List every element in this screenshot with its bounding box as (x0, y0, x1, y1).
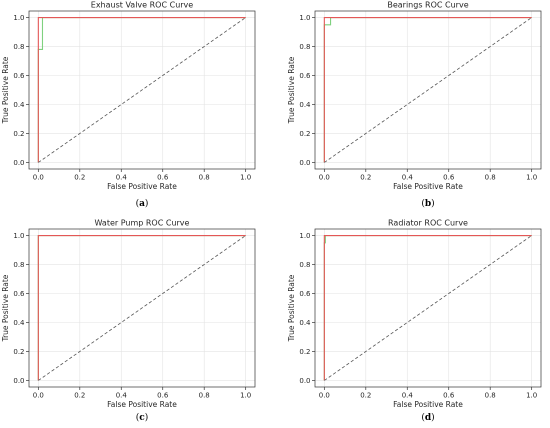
roc-series-line-1 (323, 16, 532, 163)
axes-frame (314, 10, 542, 170)
x-tick-label: 1.0 (240, 174, 251, 182)
y-tick-label: 0.6 (13, 72, 25, 80)
chart-panel-c: 0.0 0.2 0.4 0.6 0.8 1.0 0.0 0.2 0.4 0.6 0.8 1.0 Wate… (1, 219, 256, 423)
y-tick-label: 0.2 (299, 130, 310, 138)
chart-title: Bearings ROC Curve (387, 1, 468, 10)
chart-panel-a: 0.0 0.2 0.4 0.6 0.8 1.0 0.0 0.2 0.4 0.6 0.8 1.0 Exha… (1, 1, 256, 209)
x-tick-label: 0.2 (74, 174, 85, 182)
x-tick-label: 0.6 (443, 392, 455, 400)
chart-title: Exhaust Valve ROC Curve (91, 1, 194, 10)
x-tick-label: 0.0 (33, 392, 44, 400)
x-tick-label: 1.0 (240, 392, 251, 400)
y-tick-label: 0.4 (299, 319, 311, 327)
y-tick-label: 1.0 (299, 14, 310, 22)
y-tick-label: 0.4 (13, 101, 25, 109)
y-tick-label: 1.0 (299, 232, 310, 240)
y-tick-label: 0.6 (299, 290, 311, 298)
chart-title: Water Pump ROC Curve (95, 219, 190, 228)
y-axis-label: True Positive Rate (287, 274, 296, 342)
chart-title: Radiator ROC Curve (388, 219, 468, 228)
y-tick-label: 0.8 (13, 43, 24, 51)
roc-series-line-1 (37, 234, 246, 381)
x-tick-label: 0.8 (485, 392, 496, 400)
y-tick-label: 0.0 (299, 377, 310, 385)
roc-series-line-1 (323, 234, 532, 381)
panel-caption: (b) (421, 198, 434, 209)
y-tick-label: 0.0 (13, 159, 24, 167)
y-tick-label: 0.8 (13, 261, 24, 269)
x-tick-label: 0.0 (319, 392, 330, 400)
y-tick-label: 0.2 (299, 348, 310, 356)
y-tick-label: 0.8 (299, 261, 310, 269)
x-tick-label: 0.4 (402, 174, 414, 182)
x-tick-label: 0.8 (199, 392, 210, 400)
y-tick-label: 0.2 (13, 348, 24, 356)
x-tick-label: 1.0 (526, 392, 537, 400)
x-tick-label: 0.2 (360, 174, 371, 182)
x-axis-label: False Positive Rate (393, 182, 463, 191)
x-tick-label: 0.6 (157, 392, 169, 400)
y-tick-label: 0.6 (299, 72, 311, 80)
axes-frame (28, 228, 256, 388)
panel-caption: (c) (136, 412, 149, 423)
y-tick-label: 0.8 (299, 43, 310, 51)
x-tick-label: 0.4 (116, 392, 128, 400)
chance-diagonal-line (324, 17, 532, 163)
chance-diagonal-line (324, 235, 532, 381)
x-tick-label: 0.0 (319, 174, 330, 182)
y-tick-label: 1.0 (13, 14, 24, 22)
x-tick-label: 0.2 (74, 392, 85, 400)
x-axis-label: False Positive Rate (393, 400, 463, 409)
y-tick-label: 0.0 (13, 377, 24, 385)
chart-panel-d: 0.0 0.2 0.4 0.6 0.8 1.0 0.0 0.2 0.4 0.6 0.8 1.0 Radi… (287, 219, 542, 423)
panel-caption: (a) (136, 198, 149, 209)
y-tick-label: 0.4 (299, 101, 311, 109)
x-axis-label: False Positive Rate (107, 182, 177, 191)
x-axis-label: False Positive Rate (107, 400, 177, 409)
y-tick-label: 0.4 (13, 319, 25, 327)
x-tick-label: 0.8 (199, 174, 210, 182)
chance-diagonal-line (38, 235, 246, 381)
x-tick-label: 0.6 (157, 174, 169, 182)
axes-frame (28, 10, 256, 170)
panel-caption: (d) (421, 412, 434, 423)
axes-frame (314, 228, 542, 388)
y-tick-label: 0.6 (13, 290, 25, 298)
y-tick-label: 0.0 (299, 159, 310, 167)
roc-series-line-1 (37, 16, 246, 163)
x-tick-label: 0.4 (402, 392, 414, 400)
x-tick-label: 1.0 (526, 174, 537, 182)
y-tick-label: 0.2 (13, 130, 24, 138)
chart-panel-b: 0.0 0.2 0.4 0.6 0.8 1.0 0.0 0.2 0.4 0.6 0.8 1.0 Bear… (287, 1, 542, 209)
x-tick-label: 0.8 (485, 174, 496, 182)
chance-diagonal-line (38, 17, 246, 163)
x-tick-label: 0.2 (360, 392, 371, 400)
y-tick-label: 1.0 (13, 232, 24, 240)
y-axis-label: True Positive Rate (287, 56, 296, 124)
y-axis-label: True Positive Rate (1, 274, 10, 342)
y-axis-label: True Positive Rate (1, 56, 10, 124)
x-tick-label: 0.4 (116, 174, 128, 182)
x-tick-label: 0.0 (33, 174, 44, 182)
x-tick-label: 0.6 (443, 174, 455, 182)
